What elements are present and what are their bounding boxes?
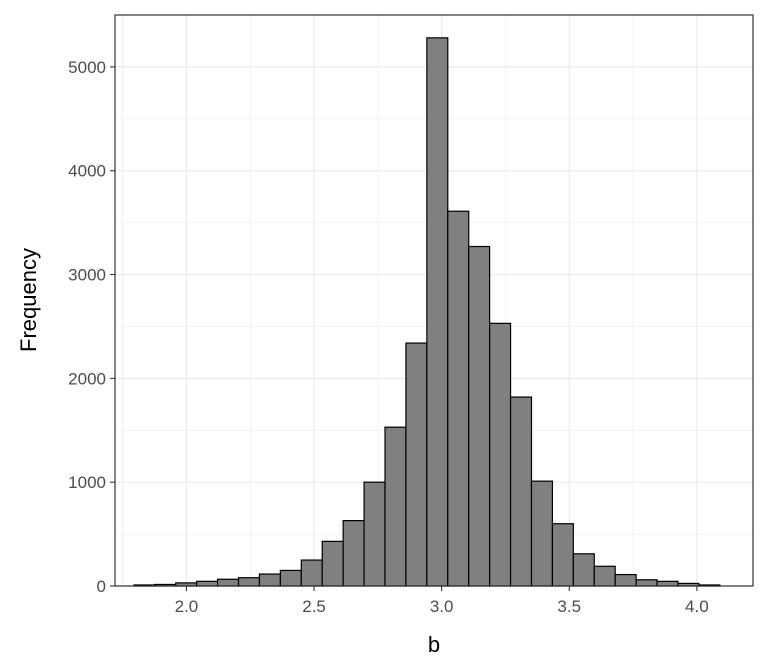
panel-border bbox=[114, 14, 754, 587]
histogram-bar bbox=[321, 540, 344, 587]
histogram-bar bbox=[593, 565, 616, 587]
x-axis-ticks: 2.0 2.5 3.0 3.5 4.0 bbox=[175, 586, 709, 616]
histogram-bar bbox=[614, 573, 637, 587]
x-tick-label: 4.0 bbox=[685, 597, 709, 616]
histogram-bar bbox=[468, 245, 491, 587]
histogram-bar bbox=[300, 559, 323, 587]
y-tick-label: 5000 bbox=[68, 58, 106, 77]
histogram-bar bbox=[426, 37, 449, 587]
histogram-bar bbox=[447, 210, 470, 587]
y-tick-label: 1000 bbox=[68, 473, 106, 492]
histogram-bar bbox=[196, 580, 219, 587]
y-tick-label: 3000 bbox=[68, 266, 106, 285]
histogram-bar bbox=[258, 573, 281, 587]
y-tick-label: 4000 bbox=[68, 162, 106, 181]
x-tick-label: 2.0 bbox=[175, 597, 199, 616]
histogram-bar bbox=[635, 579, 658, 587]
histogram-bar bbox=[530, 480, 554, 587]
histogram-bar bbox=[216, 578, 240, 587]
histogram-bar bbox=[363, 481, 386, 587]
histogram-bar bbox=[384, 426, 407, 587]
histogram-bar bbox=[509, 396, 533, 587]
y-tick-label: 2000 bbox=[68, 369, 106, 388]
histogram-bar bbox=[237, 577, 261, 587]
histogram-bar bbox=[279, 569, 302, 587]
x-tick-label: 2.5 bbox=[302, 597, 326, 616]
histogram-bar bbox=[551, 523, 574, 587]
x-tick-label: 3.5 bbox=[557, 597, 581, 616]
histogram-bars bbox=[133, 37, 721, 587]
histogram-bar bbox=[656, 580, 679, 587]
histogram-bar bbox=[342, 519, 365, 587]
histogram-bar bbox=[572, 553, 595, 587]
histogram-bar bbox=[489, 322, 512, 587]
x-axis-title: b bbox=[428, 632, 440, 657]
y-axis-title: Frequency bbox=[16, 248, 41, 352]
x-tick-label: 3.0 bbox=[430, 597, 454, 616]
y-tick-label: 0 bbox=[97, 577, 106, 596]
y-axis-ticks: 0 1000 2000 3000 4000 5000 bbox=[68, 58, 115, 596]
histogram-bar bbox=[405, 342, 428, 587]
